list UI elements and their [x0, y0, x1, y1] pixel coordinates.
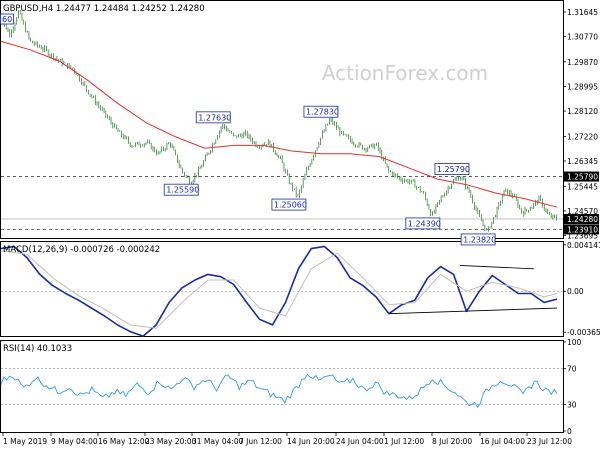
- level-price-box: [564, 224, 599, 235]
- price-annotation-box: [163, 183, 199, 196]
- moving-average-line: [0, 40, 558, 208]
- y-tick-label: 1.28120: [567, 107, 598, 116]
- price-annotation-box: [271, 198, 307, 211]
- macd-title: MACD(12,26,9) -0.000726 -0.000242: [3, 245, 160, 255]
- y-tick-label: 1.27220: [567, 132, 598, 141]
- x-tick-label: 24 Jun 04:00: [336, 437, 384, 446]
- macd-signal-line: [0, 250, 558, 329]
- x-tick-label: 14 Jun 20:00: [287, 437, 335, 446]
- rsi-y-tick-label: 70: [567, 365, 577, 374]
- price-annotation-box: [460, 233, 496, 246]
- rsi-line: [0, 373, 558, 409]
- price-annotation-box: [303, 105, 339, 118]
- y-tick-label: 1.28995: [567, 82, 598, 91]
- y-tick-label: 1.24570: [567, 207, 598, 216]
- price-annotation: 1.27830: [306, 108, 339, 117]
- macd-support-trendline: [388, 307, 558, 315]
- level-price-box: [564, 171, 599, 182]
- price-annotation: 1.25590: [166, 186, 199, 195]
- x-tick-label: 1 May 2019: [3, 437, 47, 446]
- level-price-label: 1.25790: [567, 173, 598, 182]
- x-tick-label: 7 Jun 12:00: [239, 437, 282, 446]
- price-annotation: 1.24390: [408, 219, 441, 228]
- x-tick-label: 16 May 12:00: [98, 437, 150, 446]
- x-tick-label: 9 May 04:00: [51, 437, 98, 446]
- main-panel-frame: [0, 0, 564, 239]
- current-price-label: 1.24280: [567, 215, 598, 224]
- y-tick-label: 1.23695: [567, 231, 598, 240]
- price-annotation-box: [195, 111, 231, 124]
- y-tick-label: 1.30770: [567, 33, 598, 42]
- x-tick-label: 1 Jul 12:00: [384, 437, 424, 446]
- macd-resistance-trendline: [460, 265, 534, 270]
- rsi-y-tick-label: 30: [567, 400, 577, 409]
- price-annotation: 1.25790: [437, 165, 470, 174]
- x-tick-label: 16 Jul 04:00: [480, 437, 525, 446]
- x-tick-label: 8 Jul 20:00: [432, 437, 472, 446]
- watermark: ActionForex.com: [322, 61, 488, 85]
- x-tick-label: 23 May 20:00: [145, 437, 197, 446]
- y-tick-label: 1.26345: [567, 157, 598, 166]
- y-tick-label: 1.31645: [567, 8, 598, 17]
- price-annotation: 1.25060: [274, 201, 307, 210]
- y-tick-label: 1.29870: [567, 58, 598, 67]
- partial-label: 60: [2, 15, 12, 24]
- x-tick-label: 31 May 04:00: [192, 437, 244, 446]
- x-tick-label: 23 Jul 12:00: [527, 437, 572, 446]
- price-annotation-box: [434, 163, 470, 175]
- rsi-y-tick-label: 0: [567, 427, 572, 436]
- rsi-panel-frame: [0, 340, 564, 433]
- macd-y-tick-label: 0.00: [567, 287, 584, 296]
- partial-label-box: [0, 13, 14, 25]
- price-annotation-box: [405, 217, 441, 230]
- price-annotation: 1.27630: [198, 113, 231, 122]
- rsi-y-tick-label: 100: [567, 338, 582, 347]
- macd-panel-frame: [0, 241, 564, 337]
- level-price-label: 1.23910: [567, 225, 598, 234]
- macd-y-tick-label: 0.004141: [567, 241, 600, 250]
- y-tick-label: 1.25445: [567, 182, 598, 191]
- main-title: GBPUSD,H4 1.24477 1.24484 1.24252 1.2428…: [3, 4, 205, 14]
- price-annotation: 1.23820: [463, 235, 496, 244]
- macd-y-tick-label: -0.00365: [567, 328, 600, 337]
- rsi-title: RSI(14) 40.1033: [3, 344, 72, 354]
- current-price-box: [564, 214, 599, 225]
